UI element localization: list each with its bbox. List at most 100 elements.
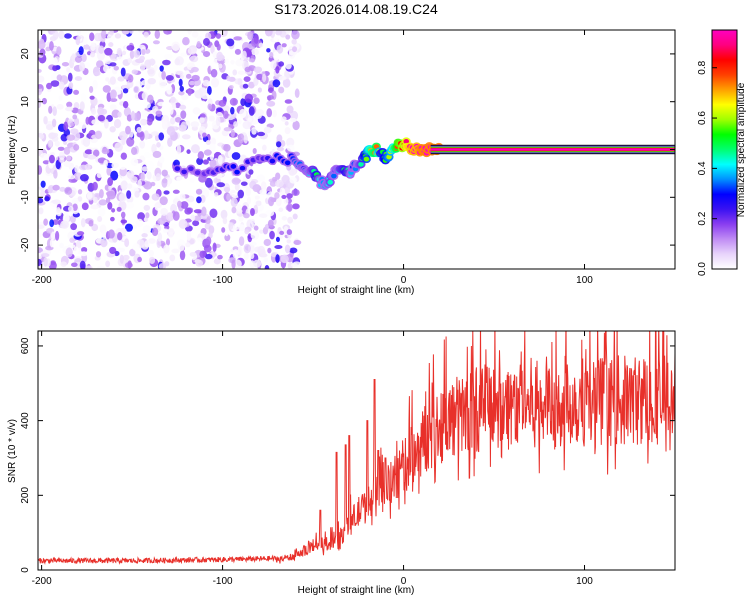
noise-blob [276, 44, 284, 54]
noise-blob [87, 154, 97, 160]
noise-blob [266, 48, 271, 53]
noise-blob [241, 50, 247, 59]
noise-blob [217, 254, 223, 260]
noise-blob [58, 95, 63, 101]
noise-blob [275, 236, 280, 243]
noise-blob [179, 250, 186, 261]
noise-blob [254, 195, 260, 200]
spectrogram-y-tick-label: 10 [20, 96, 31, 108]
noise-blob [202, 51, 211, 58]
noise-blob [195, 188, 203, 195]
noise-blob [199, 113, 206, 119]
noise-blob [41, 97, 47, 105]
track-point [188, 166, 194, 172]
noise-blob [216, 43, 221, 51]
noise-blob [91, 223, 99, 232]
noise-blob [222, 217, 228, 225]
noise-blob [73, 89, 80, 95]
noise-blob [287, 216, 293, 224]
noise-blob [267, 247, 272, 254]
noise-blob [81, 202, 89, 211]
noise-blob [130, 110, 136, 121]
noise-blob [242, 83, 249, 89]
noise-blob [221, 227, 226, 233]
steady-line-band [430, 151, 675, 154]
noise-blob [231, 206, 237, 214]
noise-blob [212, 242, 217, 253]
noise-blob [59, 242, 64, 249]
noise-blob [52, 199, 62, 205]
track-point [386, 154, 392, 160]
snr-y-tick-label: 0 [20, 567, 31, 573]
noise-blob [81, 246, 88, 253]
snr-frame [37, 330, 676, 571]
noise-blob [157, 232, 163, 242]
spectrogram-y-tick-label: 0 [20, 146, 31, 152]
colorbar-tick-label: 0.8 [697, 60, 708, 74]
noise-blob [38, 224, 45, 229]
noise-blob [232, 69, 238, 76]
noise-blob [294, 88, 300, 99]
noise-blob [146, 160, 155, 171]
noise-blob [151, 193, 160, 201]
track-point [239, 165, 246, 171]
noise-blob [73, 246, 79, 255]
noise-blob [38, 207, 44, 215]
noise-blob [231, 152, 241, 160]
noise-blob [237, 70, 246, 75]
noise-blob [163, 190, 170, 195]
noise-blob [46, 82, 53, 90]
noise-blob [66, 155, 72, 161]
noise-blob [209, 159, 217, 168]
noise-blob [233, 121, 239, 128]
noise-blob [88, 219, 94, 227]
noise-blob [97, 207, 106, 217]
noise-blob [275, 66, 280, 74]
noise-blob [83, 44, 90, 50]
noise-blob [218, 63, 223, 69]
noise-blob [105, 260, 111, 268]
noise-blob [170, 203, 178, 214]
noise-blob [162, 59, 171, 66]
noise-blob [291, 189, 300, 196]
noise-blob [153, 64, 158, 71]
noise-blob [184, 207, 193, 215]
noise-blob [237, 224, 246, 232]
noise-blob [237, 189, 245, 199]
noise-blob [141, 79, 148, 86]
noise-blob [122, 254, 130, 261]
noise-blob [291, 262, 298, 268]
noise-blob [244, 66, 251, 73]
steady-line [430, 144, 675, 155]
noise-blob [96, 50, 106, 61]
noise-blob [273, 36, 278, 42]
noise-blob [72, 114, 78, 120]
noise-blob [189, 55, 199, 63]
noise-blob [129, 30, 134, 34]
noise-blob [203, 244, 212, 253]
noise-blob [274, 179, 284, 188]
noise-blob [189, 251, 197, 257]
noise-blob [264, 30, 273, 37]
spectrogram-x-tick-label: 100 [576, 275, 593, 286]
noise-blob [243, 212, 250, 219]
noise-blob [52, 57, 58, 66]
snr-x-tick-label: 0 [401, 576, 407, 587]
noise-blob [230, 129, 235, 138]
colorbar-label: Normalized spectral amplitude [736, 82, 747, 217]
noise-blob [137, 179, 142, 188]
noise-blob [260, 181, 267, 191]
noise-blob [272, 51, 280, 61]
noise-blob [291, 46, 298, 53]
noise-blob [226, 38, 235, 47]
noise-blob [97, 106, 105, 116]
noise-blob [63, 140, 68, 145]
noise-blob [253, 34, 259, 44]
noise-blob [130, 176, 138, 183]
noise-blob [176, 200, 182, 208]
noise-blob [68, 178, 78, 183]
noise-blob [158, 132, 165, 141]
noise-blob [56, 206, 61, 213]
noise-blob [155, 110, 163, 117]
colorbar-tick-label: 0.4 [697, 161, 708, 175]
